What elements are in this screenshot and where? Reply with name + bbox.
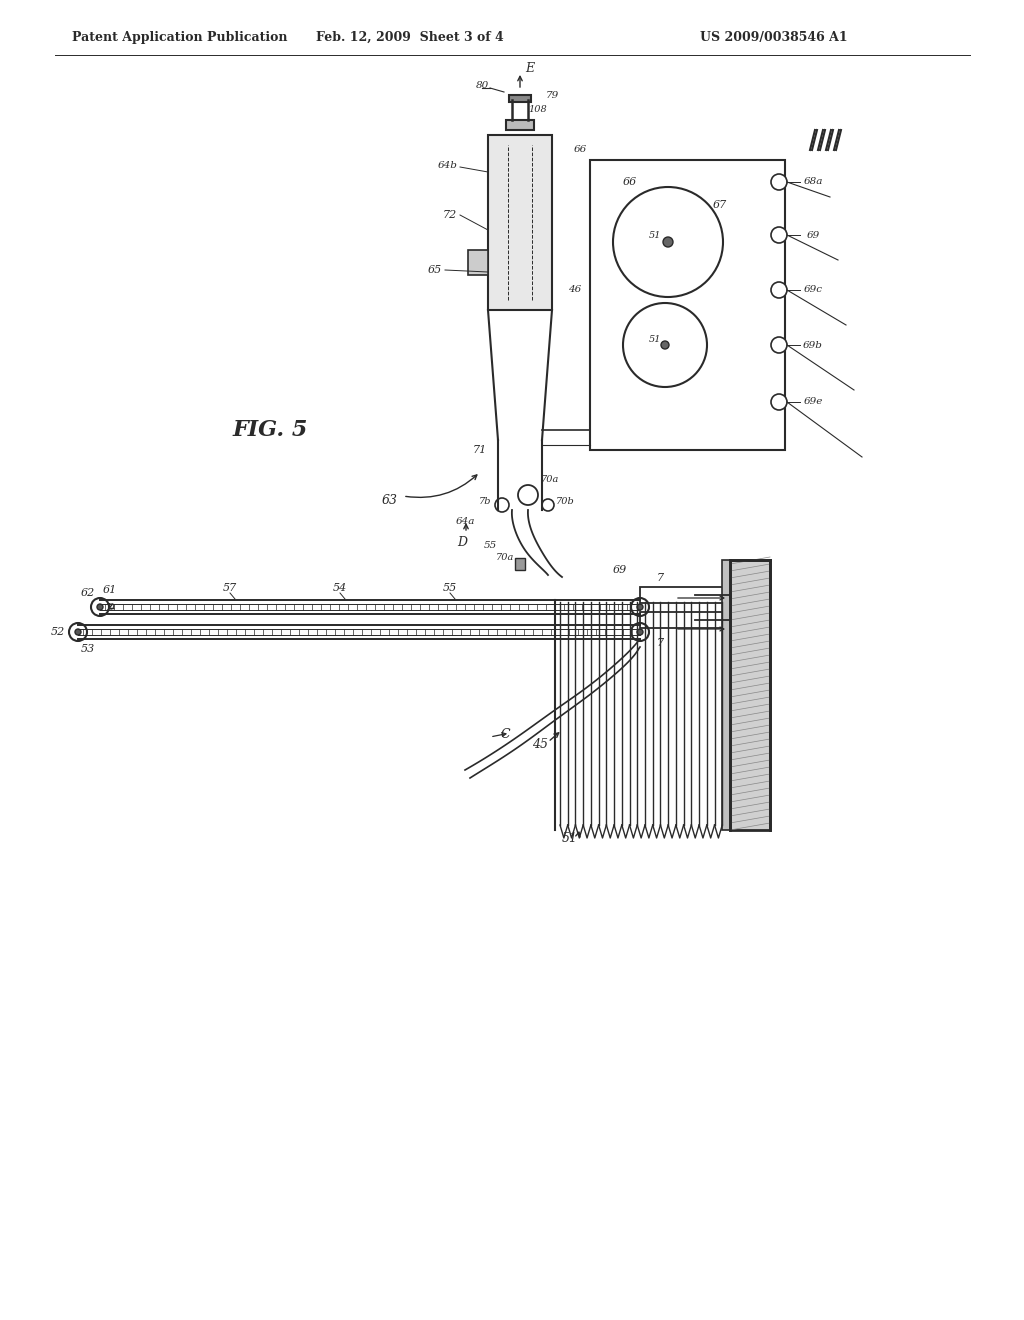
Text: 45: 45: [532, 738, 548, 751]
Text: D: D: [106, 602, 114, 611]
Circle shape: [771, 227, 787, 243]
FancyArrowPatch shape: [406, 475, 477, 498]
Circle shape: [771, 282, 787, 298]
Text: 46: 46: [568, 285, 582, 294]
Text: 61: 61: [102, 585, 117, 595]
Text: 79: 79: [546, 91, 559, 100]
Bar: [640, 587, 730, 603]
Text: US 2009/0038546 A1: US 2009/0038546 A1: [700, 30, 848, 44]
Text: 80: 80: [475, 81, 488, 90]
Bar: [590, 160, 785, 450]
Circle shape: [662, 341, 669, 348]
Text: 51: 51: [649, 231, 662, 239]
Text: 7b: 7b: [479, 498, 492, 507]
Text: D: D: [457, 536, 467, 549]
Bar: [509, 95, 531, 102]
Circle shape: [771, 337, 787, 352]
Text: 69: 69: [806, 231, 819, 239]
Text: 7: 7: [656, 573, 664, 583]
Text: 68a: 68a: [803, 177, 822, 186]
Text: Patent Application Publication: Patent Application Publication: [72, 30, 288, 44]
Text: C: C: [500, 729, 510, 742]
Text: 63: 63: [382, 494, 398, 507]
Text: 108: 108: [528, 106, 548, 115]
Text: 70a: 70a: [541, 475, 559, 484]
Bar: [722, 560, 730, 830]
Text: FIG. 5: FIG. 5: [232, 418, 307, 441]
Circle shape: [637, 605, 643, 610]
Text: Feb. 12, 2009  Sheet 3 of 4: Feb. 12, 2009 Sheet 3 of 4: [316, 30, 504, 44]
Text: 66: 66: [573, 145, 587, 154]
Bar: [515, 558, 525, 570]
Text: 62: 62: [81, 587, 95, 598]
Bar: [640, 612, 730, 628]
Circle shape: [75, 630, 81, 635]
Text: 54: 54: [333, 583, 347, 593]
Text: 65: 65: [428, 265, 442, 275]
Text: 69: 69: [613, 565, 627, 576]
Text: 70b: 70b: [556, 498, 574, 507]
FancyArrowPatch shape: [550, 733, 559, 741]
Circle shape: [631, 598, 649, 616]
Text: E: E: [525, 62, 535, 74]
Bar: [468, 249, 488, 275]
Bar: [506, 120, 534, 129]
Text: 69e: 69e: [803, 397, 822, 407]
Text: 69c: 69c: [804, 285, 822, 294]
Text: 69b: 69b: [803, 341, 823, 350]
Bar: [488, 135, 552, 310]
Circle shape: [91, 598, 109, 616]
Circle shape: [97, 605, 103, 610]
Circle shape: [771, 393, 787, 411]
Text: 55: 55: [442, 583, 457, 593]
Text: 53: 53: [81, 644, 95, 653]
Text: 67: 67: [713, 201, 727, 210]
Text: 7: 7: [656, 638, 664, 648]
Bar: [730, 560, 770, 830]
Text: 72: 72: [442, 210, 457, 220]
Circle shape: [771, 174, 787, 190]
Text: 70a: 70a: [496, 553, 514, 562]
Circle shape: [637, 630, 643, 635]
Text: 52: 52: [51, 627, 66, 638]
Text: 64a: 64a: [456, 517, 475, 527]
Text: 51: 51: [562, 832, 578, 845]
Text: 51: 51: [649, 335, 662, 345]
Circle shape: [69, 623, 87, 642]
Circle shape: [663, 238, 673, 247]
Circle shape: [631, 623, 649, 642]
Text: 64b: 64b: [438, 161, 458, 169]
Text: 66: 66: [623, 177, 637, 187]
Text: 71: 71: [473, 445, 487, 455]
Text: 55: 55: [483, 540, 497, 549]
Text: 57: 57: [223, 583, 238, 593]
